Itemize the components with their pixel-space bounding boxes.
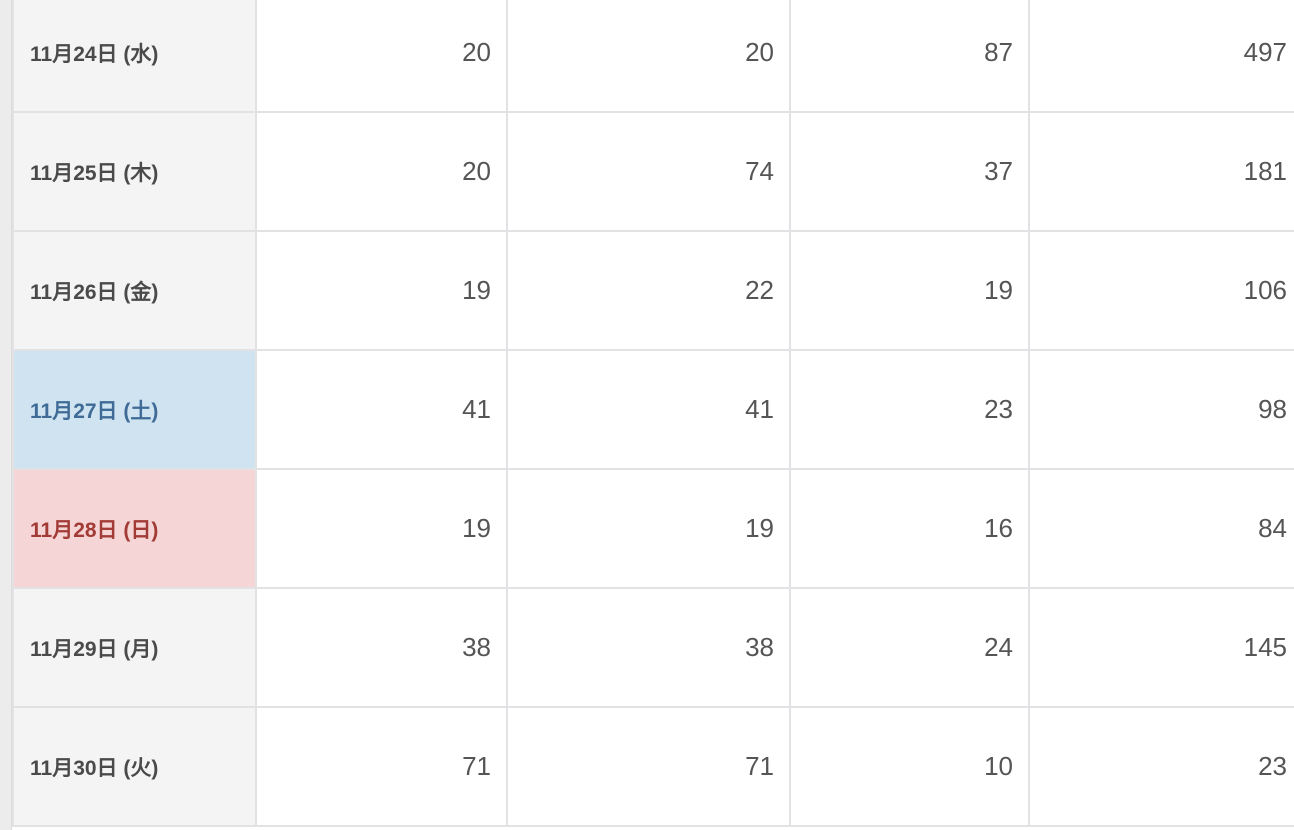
value-cell: 87 bbox=[789, 0, 1030, 113]
value-cell: 41 bbox=[506, 349, 791, 470]
table-row: 11月28日 (日) 19 19 16 84 bbox=[12, 468, 1294, 589]
value-cell: 37 bbox=[789, 111, 1030, 232]
value-cell: 71 bbox=[506, 706, 791, 827]
value-cell: 106 bbox=[1028, 230, 1294, 351]
table-row: 11月26日 (金) 19 22 19 106 bbox=[12, 230, 1294, 351]
daily-stats-table: 11月24日 (水) 20 20 87 497 11月25日 (木) 20 74 37 181 11… bbox=[12, 0, 1294, 827]
table-row: 11月25日 (木) 20 74 37 181 bbox=[12, 111, 1294, 232]
date-cell: 11月24日 (水) bbox=[12, 0, 257, 113]
left-edge-bar bbox=[0, 0, 12, 830]
table-row: 11月29日 (月) 38 38 24 145 bbox=[12, 587, 1294, 708]
table-row: 11月30日 (火) 71 71 10 23 bbox=[12, 706, 1294, 827]
value-cell: 22 bbox=[506, 230, 791, 351]
date-cell: 11月30日 (火) bbox=[12, 706, 257, 827]
value-cell: 41 bbox=[255, 349, 508, 470]
date-cell: 11月27日 (土) bbox=[12, 349, 257, 470]
date-cell: 11月26日 (金) bbox=[12, 230, 257, 351]
value-cell: 16 bbox=[789, 468, 1030, 589]
date-cell: 11月28日 (日) bbox=[12, 468, 257, 589]
value-cell: 98 bbox=[1028, 349, 1294, 470]
value-cell: 19 bbox=[255, 230, 508, 351]
value-cell: 145 bbox=[1028, 587, 1294, 708]
value-cell: 84 bbox=[1028, 468, 1294, 589]
value-cell: 181 bbox=[1028, 111, 1294, 232]
value-cell: 10 bbox=[789, 706, 1030, 827]
date-cell: 11月25日 (木) bbox=[12, 111, 257, 232]
table-row: 11月27日 (土) 41 41 23 98 bbox=[12, 349, 1294, 470]
value-cell: 74 bbox=[506, 111, 791, 232]
value-cell: 19 bbox=[506, 468, 791, 589]
value-cell: 20 bbox=[506, 0, 791, 113]
value-cell: 71 bbox=[255, 706, 508, 827]
value-cell: 19 bbox=[255, 468, 508, 589]
value-cell: 19 bbox=[789, 230, 1030, 351]
date-cell: 11月29日 (月) bbox=[12, 587, 257, 708]
value-cell: 24 bbox=[789, 587, 1030, 708]
value-cell: 23 bbox=[1028, 706, 1294, 827]
value-cell: 38 bbox=[255, 587, 508, 708]
value-cell: 20 bbox=[255, 111, 508, 232]
value-cell: 23 bbox=[789, 349, 1030, 470]
value-cell: 497 bbox=[1028, 0, 1294, 113]
table-row: 11月24日 (水) 20 20 87 497 bbox=[12, 0, 1294, 113]
value-cell: 20 bbox=[255, 0, 508, 113]
value-cell: 38 bbox=[506, 587, 791, 708]
